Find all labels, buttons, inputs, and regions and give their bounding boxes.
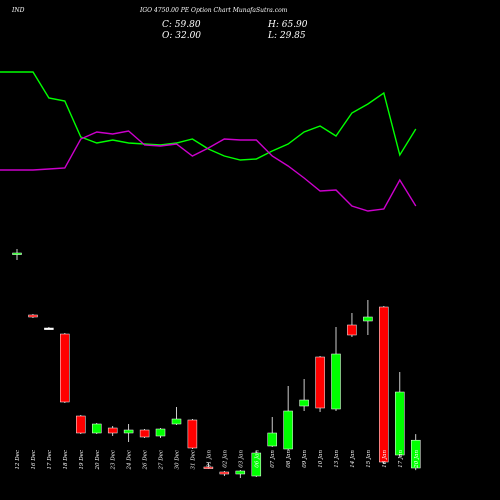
candle-body [60,333,70,403]
candle [28,314,38,318]
high-label: H: 65.90 [267,20,308,30]
candle-body [299,399,309,407]
candle [299,379,309,411]
candle-body [12,252,22,255]
x-tick-label: 09 Jan [302,450,308,468]
candle [203,463,214,469]
x-tick-label: 16 Jan [382,450,388,468]
x-tick-label: 18 Dec [63,450,69,470]
candle [107,426,118,436]
indicator-lines [0,71,417,212]
x-tick-label: 17 Dec [47,450,53,470]
candle-body [315,356,325,409]
x-tick-label: 01 Jan [206,450,212,468]
candle-body [187,419,198,449]
candle [76,415,86,434]
candle [331,327,341,411]
x-tick-label: 20 Jan [414,450,420,469]
candle-body [171,418,182,425]
candle-body [347,324,357,336]
candle-body [219,471,230,475]
x-tick-label: 17 Jan [398,450,404,468]
candle [60,333,70,403]
x-axis-ticks: 12 Dec 16 Dec 17 Dec 18 Dec 19 Dec 20 Dec 23 D… [15,450,420,471]
x-tick-label: 12 Dec [15,450,21,470]
candle-body [363,316,373,322]
candles [12,249,421,478]
candle [187,419,198,449]
open-label: O: 32.00 [162,31,201,41]
candle-body [155,428,166,437]
x-tick-label: 14 Jan [350,450,356,468]
candle-body [123,429,134,434]
candle-body [251,452,262,477]
x-tick-label: 26 Dec [143,450,149,471]
candle [235,470,246,478]
x-tick-label: 02 Jan [222,450,228,468]
low-label: L: 29.85 [267,31,306,41]
candle [219,471,230,476]
candle [12,249,22,260]
close-label: C: 59.80 [162,20,201,30]
series-line-2 [0,130,417,212]
x-tick-label: 06 Jan [254,450,260,468]
x-tick-label: 24 Dec [127,450,133,471]
candle-body [267,432,277,447]
candle-body [379,306,389,463]
chart-symbol: IND [11,7,25,14]
candle-body [76,415,86,434]
candle-body [107,427,118,434]
x-tick-label: 27 Dec [159,450,165,471]
candle [123,424,134,442]
candle-body [92,423,102,434]
series-line-1 [0,71,417,161]
candle [267,417,277,447]
candle-body [44,327,54,330]
candle [315,356,325,412]
candle [139,429,150,438]
x-tick-label: 15 Jan [366,450,372,468]
candle-body [395,391,405,456]
x-tick-label: 13 Jan [334,450,340,468]
candle-body [203,466,214,469]
x-tick-label: 16 Dec [31,450,37,470]
candle [251,451,262,477]
candle [379,306,389,464]
x-tick-label: 10 Jan [318,450,324,468]
candle-body [235,470,246,475]
candle [44,327,54,330]
x-tick-label: 03 Jan [238,450,244,468]
x-tick-label: 23 Dec [111,450,117,471]
candle [411,434,421,471]
candle [155,428,166,438]
candle-body [28,314,38,318]
candle [92,423,102,434]
candle-body [331,353,341,410]
x-tick-label: 19 Dec [79,450,85,470]
candle-body [283,410,293,450]
candle [283,386,293,450]
candle-body [411,439,421,469]
candle [171,407,182,425]
x-tick-label: 30 Dec [175,450,181,470]
candle [347,313,357,337]
candle [395,372,405,457]
x-tick-label: 08 Jan [286,450,292,468]
x-tick-label: 07 Jan [270,450,276,468]
x-tick-label: 31 Dec [190,450,196,470]
chart-title: IGO 4750.00 PE Option Chart MunafaSutra.… [139,7,288,14]
candle-body [139,429,150,438]
candle [363,300,373,335]
x-tick-label: 20 Dec [95,450,101,471]
